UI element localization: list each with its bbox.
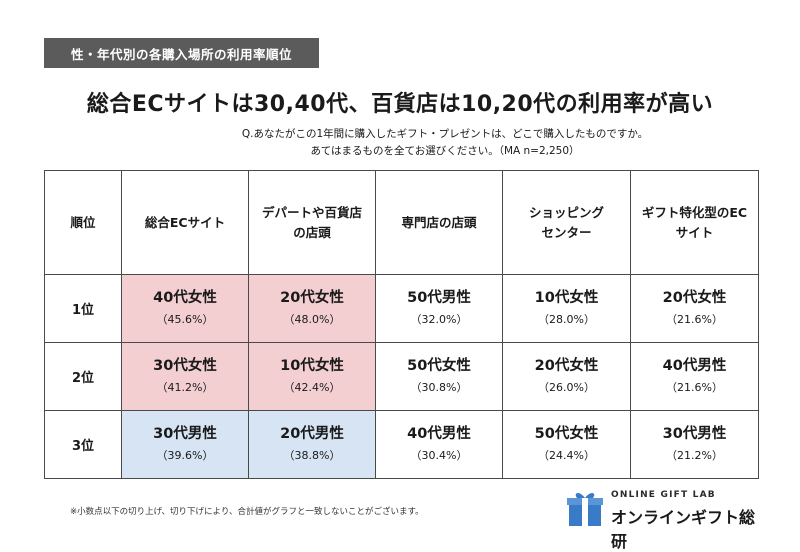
- ranking-table: 順位 総合ECサイト デパートや百貨店 の店頭 専門店の店頭 ショッピング セン…: [44, 170, 759, 479]
- header-shopping-center-line-2: センター: [541, 224, 592, 240]
- logo: ONLINE GIFT LAB オンラインギフト総研: [565, 490, 765, 551]
- table-cell: 50代女性 （30.8%）: [375, 342, 503, 411]
- segment-label: 50代女性: [407, 358, 471, 374]
- table-cell: 50代女性 （24.4%）: [502, 410, 631, 479]
- segment-label: 20代女性: [280, 290, 344, 306]
- usage-rate: （41.2%）: [156, 381, 214, 394]
- header-rank: 順位: [44, 170, 122, 275]
- usage-rate: （30.4%）: [410, 449, 468, 462]
- header-department-store-line-1: デパートや百貨店: [261, 204, 362, 220]
- segment-label: 40代女性: [153, 290, 217, 306]
- table-cell: 20代女性 （26.0%）: [502, 342, 631, 411]
- usage-rate: （21.2%）: [666, 449, 723, 462]
- usage-rate: （21.6%）: [666, 381, 723, 394]
- table-body: 1位 40代女性 （45.6%） 20代女性 （48.0%） 50代男性 （32.0%） 10…: [44, 274, 759, 479]
- table-cell: 30代男性 （39.6%）: [121, 410, 249, 479]
- segment-label: 40代男性: [407, 426, 471, 442]
- header-department-store: デパートや百貨店 の店頭: [248, 170, 376, 275]
- usage-rate: （28.0%）: [538, 313, 595, 326]
- question-line-1: Q.あなたがこの1年間に購入したギフト・プレゼントは、どこで購入したものですか。: [241, 128, 649, 140]
- usage-rate: （24.4%）: [538, 449, 595, 462]
- usage-rate: （45.6%）: [156, 313, 214, 326]
- header-specialty-store: 専門店の店頭: [375, 170, 503, 275]
- header-row: 順位 総合ECサイト デパートや百貨店 の店頭 専門店の店頭 ショッピング セン…: [44, 170, 759, 275]
- segment-label: 50代女性: [534, 426, 599, 442]
- header-shopping-center-line-1: ショッピング: [528, 204, 604, 220]
- segment-label: 10代女性: [280, 358, 344, 374]
- header-ec-site: 総合ECサイト: [121, 170, 249, 275]
- table-row: 3位 30代男性 （39.6%） 20代男性 （38.8%） 40代男性 （30.4%） 50…: [44, 410, 759, 479]
- table-cell: 40代女性 （45.6%）: [121, 274, 249, 343]
- question-line-2: あてはまるものを全てお選びください。（MA n=2,250）: [310, 145, 580, 157]
- header-department-store-line-2: の店頭: [293, 224, 331, 240]
- usage-rate: （32.0%）: [410, 313, 468, 326]
- table-cell: 20代女性 （21.6%）: [630, 274, 759, 343]
- segment-label: 20代男性: [280, 426, 344, 442]
- segment-label: 40代男性: [662, 358, 727, 374]
- table-cell: 30代男性 （21.2%）: [630, 410, 759, 479]
- segment-label: 10代女性: [534, 290, 599, 306]
- table-cell: 40代男性 （30.4%）: [375, 410, 503, 479]
- table-cell: 10代女性 （28.0%）: [502, 274, 631, 343]
- table-cell: 50代男性 （32.0%）: [375, 274, 503, 343]
- gift-box-icon: [567, 493, 603, 526]
- header-shopping-center: ショッピング センター: [502, 170, 631, 275]
- segment-label: 30代女性: [153, 358, 217, 374]
- headline: 総合ECサイトは30,40代、百貨店は10,20代の利用率が高い: [86, 92, 714, 117]
- usage-rate: （39.6%）: [156, 449, 214, 462]
- usage-rate: （48.0%）: [283, 313, 341, 326]
- logo-japanese-text: オンラインギフト総研: [611, 508, 756, 551]
- segment-label: 20代女性: [534, 358, 599, 374]
- header-gift-ec-site-line-2: サイト: [675, 224, 714, 240]
- header-gift-ec-site-line-1: ギフト特化型のEC: [641, 204, 748, 220]
- table-row: 2位 30代女性 （41.2%） 10代女性 （42.4%） 50代女性 （30.8%） 20…: [44, 342, 759, 411]
- table-cell: 20代男性 （38.8%）: [248, 410, 376, 479]
- segment-label: 30代男性: [153, 426, 217, 442]
- rank-label: 2位: [44, 342, 122, 411]
- segment-label: 50代男性: [407, 290, 471, 306]
- segment-label: 30代男性: [662, 426, 727, 442]
- usage-rate: （42.4%）: [283, 381, 341, 394]
- table-cell: 30代女性 （41.2%）: [121, 342, 249, 411]
- footnote: ※小数点以下の切り上げ、切り下げにより、合計値がグラフと一致しないことがございま…: [70, 507, 424, 517]
- usage-rate: （26.0%）: [538, 381, 595, 394]
- header-gift-ec-site: ギフト特化型のEC サイト: [630, 170, 759, 275]
- table-cell: 10代女性 （42.4%）: [248, 342, 376, 411]
- table-row: 1位 40代女性 （45.6%） 20代女性 （48.0%） 50代男性 （32.0%） 10…: [44, 274, 759, 343]
- usage-rate: （30.8%）: [410, 381, 468, 394]
- table-cell: 20代女性 （48.0%）: [248, 274, 376, 343]
- section-tag: 性・年代別の各購入場所の利用率順位: [44, 38, 319, 68]
- rank-label: 3位: [44, 410, 122, 479]
- table-cell: 40代男性 （21.6%）: [630, 342, 759, 411]
- segment-label: 20代女性: [662, 290, 727, 306]
- rank-label: 1位: [44, 274, 122, 343]
- usage-rate: （38.8%）: [283, 449, 341, 462]
- survey-question: Q.あなたがこの1年間に購入したギフト・プレゼントは、どこで購入したものですか。…: [130, 126, 760, 160]
- usage-rate: （21.6%）: [666, 313, 723, 326]
- logo-english-text: ONLINE GIFT LAB: [611, 490, 716, 500]
